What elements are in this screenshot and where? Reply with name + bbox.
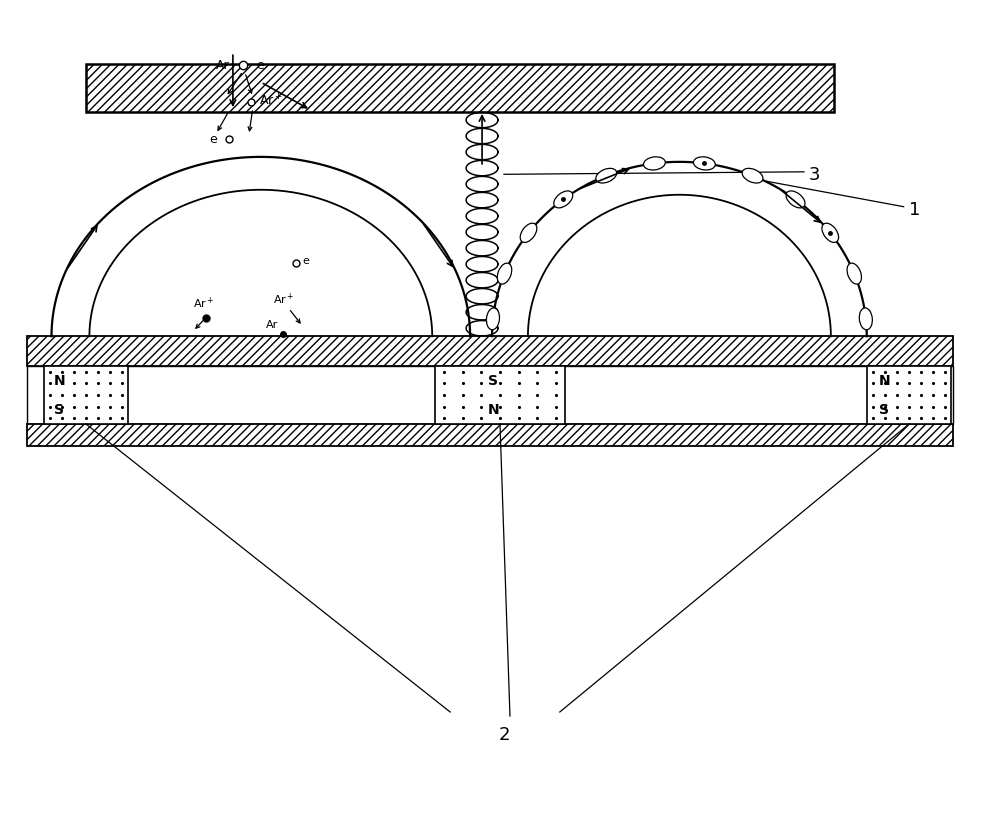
Text: N: N bbox=[488, 402, 500, 416]
Text: Ar$^+$: Ar$^+$ bbox=[193, 297, 214, 311]
Bar bbox=[86, 64, 834, 112]
Bar bbox=[435, 366, 565, 424]
Text: Ar: Ar bbox=[216, 59, 230, 72]
Ellipse shape bbox=[554, 191, 573, 208]
Text: e: e bbox=[303, 256, 310, 267]
Bar bbox=[27, 366, 953, 424]
Text: S: S bbox=[488, 373, 498, 387]
Text: e: e bbox=[256, 59, 264, 72]
Bar bbox=[27, 424, 953, 446]
Ellipse shape bbox=[847, 263, 861, 284]
Text: Ar: Ar bbox=[266, 320, 278, 330]
Bar bbox=[44, 366, 128, 424]
Text: N: N bbox=[879, 373, 890, 387]
Text: 1: 1 bbox=[909, 201, 920, 219]
Ellipse shape bbox=[693, 157, 715, 170]
Bar bbox=[27, 336, 953, 366]
Ellipse shape bbox=[520, 223, 537, 243]
Ellipse shape bbox=[486, 308, 500, 330]
Text: S: S bbox=[54, 402, 64, 416]
Bar bbox=[867, 366, 951, 424]
Ellipse shape bbox=[596, 169, 617, 183]
Text: S: S bbox=[879, 402, 889, 416]
Ellipse shape bbox=[786, 191, 805, 208]
Ellipse shape bbox=[644, 157, 665, 170]
Text: 3: 3 bbox=[809, 166, 820, 184]
Ellipse shape bbox=[859, 308, 872, 330]
Ellipse shape bbox=[742, 169, 763, 183]
Text: e: e bbox=[209, 133, 217, 146]
Text: Ar$^+$: Ar$^+$ bbox=[273, 292, 294, 307]
Text: Ar$^+$: Ar$^+$ bbox=[259, 93, 283, 109]
Ellipse shape bbox=[497, 263, 512, 284]
Text: 2: 2 bbox=[499, 726, 511, 744]
Text: N: N bbox=[54, 373, 65, 387]
Ellipse shape bbox=[822, 223, 839, 243]
